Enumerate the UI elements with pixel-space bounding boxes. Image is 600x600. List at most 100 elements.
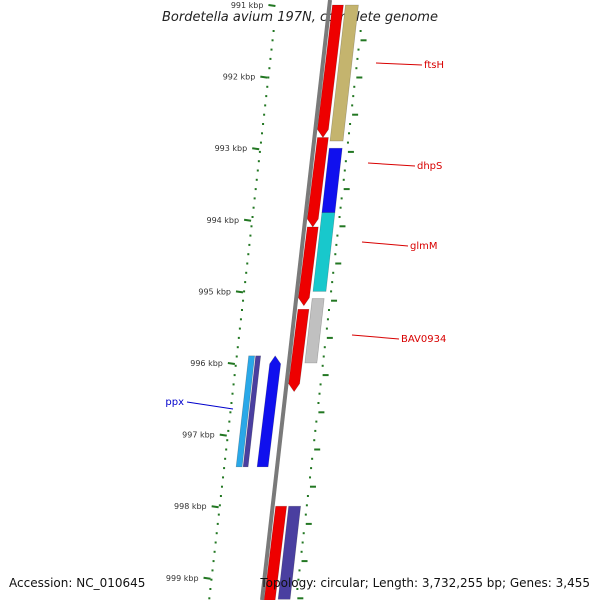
ruler-tick: [227, 362, 236, 365]
summary-label: Topology: circular; Length: 3,732,255 bp…: [260, 576, 590, 590]
kbp-ruler: 991 kbp 992 kbp 993 kbp 994 kbp 995 kbp 996 k…: [166, 1, 276, 583]
skew-dot: [343, 169, 346, 172]
ruler-tick: [260, 75, 268, 79]
skew-dot: [266, 85, 269, 88]
gene-label-glmm: glmM: [410, 241, 438, 252]
skew-dot: [321, 364, 324, 367]
skew-dot: [323, 346, 326, 349]
skew-dot: [267, 76, 270, 79]
skew-dot: [213, 550, 216, 553]
ruler-tick-label: 994 kbp: [206, 216, 239, 225]
skew-dot: [296, 588, 299, 590]
ruler-tick-label: 991 kbp: [231, 1, 264, 10]
cds-track: [263, 4, 344, 600]
ruler-tick: [252, 147, 260, 151]
skew-dot: [270, 48, 273, 51]
skew-dot: [236, 346, 239, 349]
skew-dot: [319, 383, 322, 386]
skew-dot: [356, 76, 363, 79]
genome-backbone: [260, 0, 332, 600]
skew-dot: [355, 67, 358, 70]
skew-dot: [210, 578, 213, 581]
ruler-tick-label: 993 kbp: [215, 144, 248, 153]
skew-dot: [268, 67, 271, 70]
ruler-tick: [235, 290, 244, 294]
skew-dot: [224, 457, 227, 460]
skew-dot: [249, 234, 252, 237]
skew-dot: [318, 411, 325, 414]
label-leader-line: [351, 334, 400, 340]
skew-dot: [335, 243, 338, 246]
skew-dot: [238, 327, 241, 330]
skew-dot: [208, 597, 211, 600]
gc-skew-track: [208, 30, 367, 600]
label-leader-line: [367, 162, 416, 167]
skew-dot: [222, 476, 225, 479]
gene-label-ppx: ppx: [165, 397, 184, 408]
gene-block: [256, 355, 281, 468]
skew-dot: [209, 588, 212, 590]
skew-dot: [349, 123, 352, 125]
skew-dot: [310, 467, 313, 470]
label-leader-line: [375, 62, 423, 66]
skew-dot: [262, 123, 265, 125]
skew-dot: [240, 309, 243, 311]
skew-dot: [269, 57, 272, 60]
skew-dot: [306, 495, 309, 497]
skew-dot: [245, 271, 248, 274]
skew-dot: [336, 234, 339, 237]
skew-dot: [322, 374, 329, 377]
skew-dot: [263, 113, 266, 116]
skew-dot: [216, 522, 219, 525]
label-leader-line: [361, 241, 409, 247]
skew-dot: [215, 532, 218, 535]
skew-dot: [311, 457, 314, 460]
skew-dot: [344, 160, 347, 163]
skew-dot: [264, 104, 267, 107]
skew-dot: [234, 364, 237, 367]
feature-track: [235, 4, 359, 600]
skew-dot: [233, 374, 236, 377]
cds-block: [298, 226, 319, 307]
skew-dot: [352, 113, 359, 116]
skew-dot: [297, 597, 304, 600]
skew-dot: [338, 216, 341, 218]
skew-dot: [309, 485, 316, 488]
ruler-tick: [243, 218, 252, 222]
gene-label-bav0934: BAV0934: [401, 334, 446, 345]
skew-dot: [247, 253, 250, 256]
cds-block: [288, 309, 310, 393]
skew-dot: [298, 569, 301, 572]
ruler-tick-label: 999 kbp: [166, 574, 199, 583]
skew-dot: [360, 39, 367, 42]
skew-dot: [346, 141, 349, 144]
skew-dot: [313, 439, 316, 442]
skew-dot: [330, 290, 333, 293]
skew-dot: [309, 476, 312, 479]
map-title: Bordetella avium 197N, complete genome: [162, 10, 438, 25]
skew-dot: [265, 95, 268, 98]
skew-dot: [301, 560, 308, 563]
gene-ppx: [235, 355, 256, 468]
skew-dot: [253, 197, 256, 200]
skew-dot: [235, 355, 238, 358]
skew-dot: [339, 206, 342, 209]
skew-dot: [342, 178, 345, 181]
skew-dot: [246, 262, 249, 265]
ruler-tick: [203, 576, 211, 580]
ruler-tick-label: 997 kbp: [182, 431, 215, 440]
skew-dot: [325, 327, 328, 330]
label-leader-line: [186, 401, 234, 410]
skew-dot: [228, 420, 231, 423]
skew-dot: [351, 104, 354, 107]
gene-bav0934: [304, 298, 325, 364]
skew-dot: [297, 578, 300, 581]
gene-ftsh: [329, 4, 359, 142]
skew-dot: [327, 309, 330, 311]
skew-dot: [347, 150, 354, 153]
skew-dot: [231, 392, 234, 395]
skew-dot: [227, 429, 230, 432]
skew-dot: [211, 569, 214, 572]
skew-dot: [237, 336, 240, 339]
